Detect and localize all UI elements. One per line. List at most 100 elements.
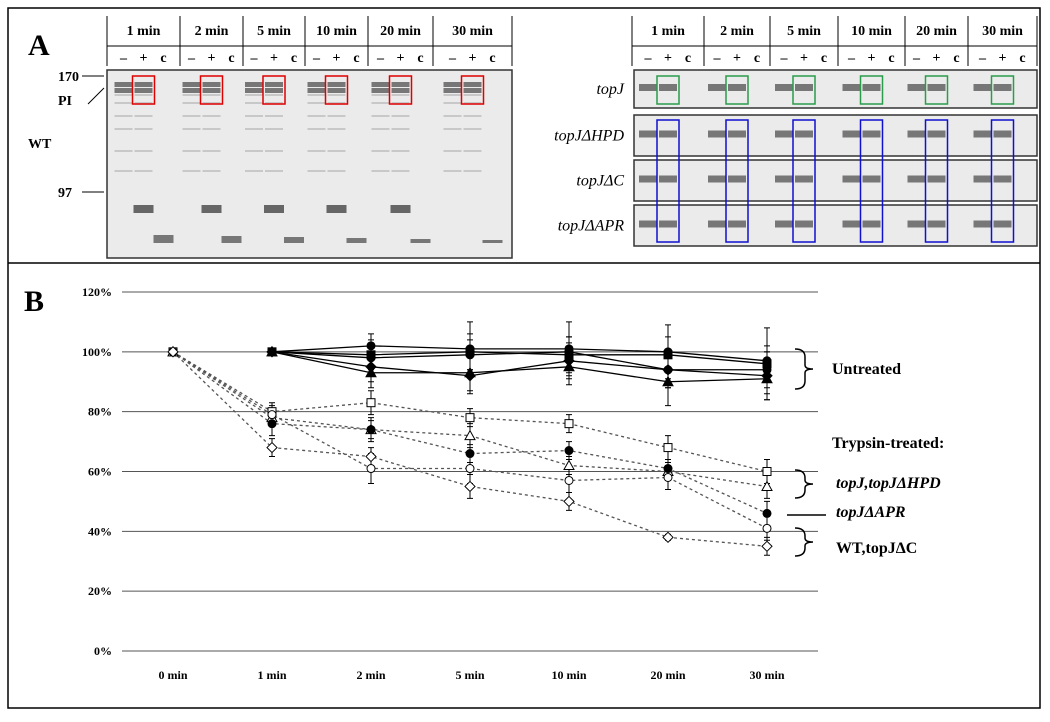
point	[662, 531, 674, 544]
band	[907, 220, 926, 228]
band	[391, 88, 410, 93]
highlight-box	[792, 75, 816, 105]
band	[927, 84, 946, 91]
x-tick-label: 30 min	[749, 668, 784, 682]
band	[202, 82, 221, 87]
band	[182, 88, 201, 93]
gel	[106, 69, 513, 259]
highlight-box	[131, 75, 156, 105]
band	[993, 130, 1012, 138]
band	[973, 220, 992, 228]
band	[795, 175, 813, 183]
band	[463, 170, 482, 172]
point	[761, 480, 773, 491]
band	[346, 238, 367, 243]
point	[267, 410, 277, 420]
band	[202, 128, 221, 130]
band	[842, 220, 861, 228]
series-line	[271, 351, 768, 377]
highlight-box	[656, 119, 680, 243]
lane-label: –	[644, 51, 653, 66]
lane-label: c	[754, 51, 760, 66]
band	[463, 88, 482, 93]
band	[371, 88, 390, 93]
point	[564, 419, 574, 429]
annotation: Untreated	[832, 361, 901, 378]
highlight-box	[859, 75, 884, 105]
band	[842, 84, 861, 91]
band	[327, 128, 346, 130]
lane-label: –	[780, 51, 789, 66]
point	[563, 360, 575, 372]
band	[391, 170, 410, 172]
band	[307, 128, 326, 130]
point	[663, 443, 673, 453]
brace	[794, 348, 814, 390]
band	[202, 170, 221, 172]
band	[134, 128, 153, 130]
highlight-box	[990, 75, 1015, 105]
band	[327, 102, 346, 104]
x-tick-label: 20 min	[650, 668, 685, 682]
band	[728, 220, 746, 228]
band	[114, 128, 133, 130]
band	[327, 94, 346, 96]
band	[307, 82, 326, 87]
time-label: 10 min	[316, 24, 357, 39]
point	[465, 350, 475, 360]
band	[134, 88, 153, 93]
point	[464, 480, 476, 493]
strain-label: topJΔHPD	[554, 128, 624, 145]
band	[202, 94, 221, 96]
band	[927, 220, 946, 228]
lane-label: +	[999, 51, 1007, 66]
time-label: 2 min	[195, 24, 229, 39]
point	[366, 353, 376, 363]
band	[371, 150, 390, 152]
band	[993, 84, 1012, 91]
band	[639, 84, 657, 91]
series-line	[271, 351, 767, 371]
band	[182, 150, 201, 152]
band	[795, 220, 813, 228]
lane-label: +	[933, 51, 941, 66]
band	[795, 130, 813, 138]
band	[307, 88, 326, 93]
lane-label: c	[228, 51, 234, 66]
band	[391, 128, 410, 130]
band	[907, 130, 926, 138]
band	[842, 130, 861, 138]
band	[134, 94, 153, 96]
lane-label: +	[140, 51, 148, 66]
point	[662, 364, 674, 376]
band	[795, 84, 813, 91]
strain-label: topJΔAPR	[558, 218, 624, 235]
band	[659, 175, 677, 183]
lane-label: –	[912, 51, 921, 66]
band	[182, 94, 201, 96]
band	[443, 170, 462, 172]
highlight-box	[199, 75, 224, 105]
lane-label: c	[291, 51, 297, 66]
lane-label: –	[713, 51, 722, 66]
annotation: topJ,topJΔHPD	[836, 475, 941, 492]
band	[443, 150, 462, 152]
band	[708, 84, 726, 91]
lane-label: +	[333, 51, 341, 66]
band	[327, 115, 346, 117]
band	[265, 102, 283, 104]
band	[307, 102, 326, 104]
band	[482, 240, 503, 243]
band	[265, 115, 283, 117]
gels: 1 min– + c2 min– + c5 min– + c10 min– + c20 min–…	[28, 16, 1038, 259]
band	[327, 82, 346, 87]
point	[762, 508, 772, 518]
point	[465, 413, 475, 423]
time-label: 30 min	[452, 24, 493, 39]
band	[708, 175, 726, 183]
band	[134, 150, 153, 152]
band	[202, 115, 221, 117]
point	[167, 346, 179, 358]
lane-label: +	[664, 51, 672, 66]
band	[327, 150, 346, 152]
